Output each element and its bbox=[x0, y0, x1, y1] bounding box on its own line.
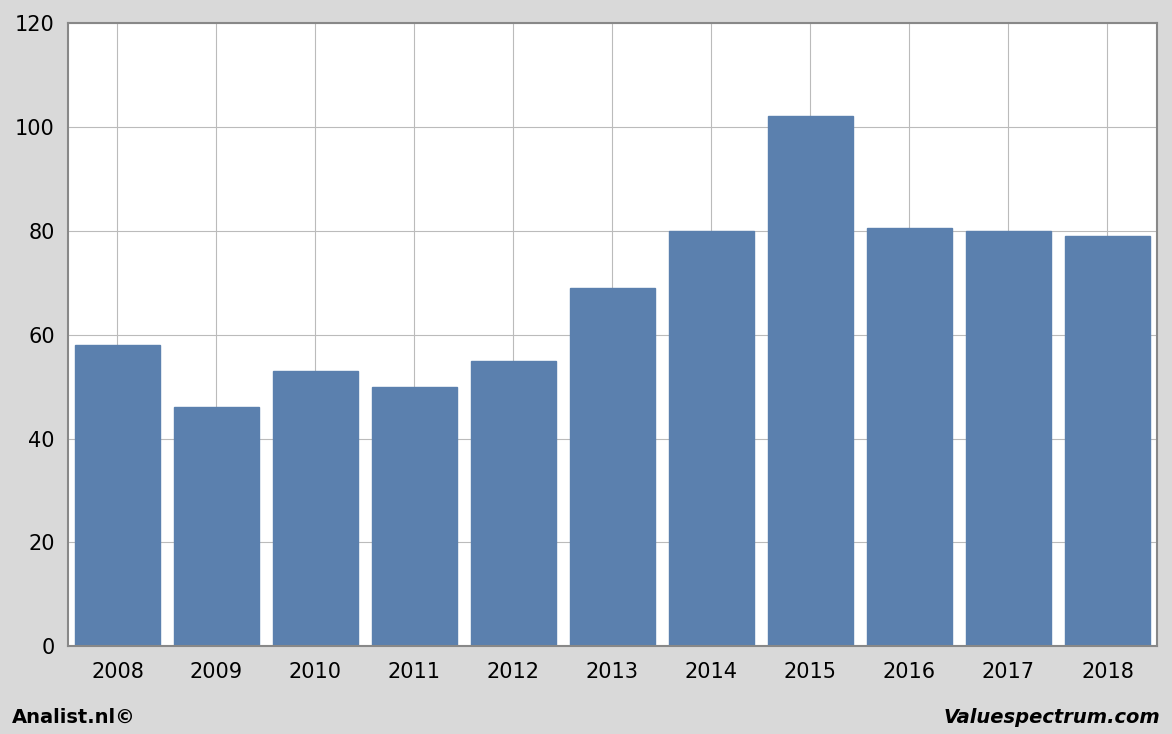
Text: Analist.nl©: Analist.nl© bbox=[12, 708, 136, 727]
Bar bbox=[471, 360, 556, 647]
Bar bbox=[669, 230, 754, 647]
Bar bbox=[75, 345, 159, 647]
Bar bbox=[571, 288, 654, 647]
Bar bbox=[867, 228, 952, 647]
Bar bbox=[1065, 236, 1150, 647]
Bar bbox=[175, 407, 259, 647]
Bar bbox=[373, 387, 457, 647]
Bar bbox=[967, 230, 1050, 647]
Bar bbox=[273, 371, 357, 647]
Text: Valuespectrum.com: Valuespectrum.com bbox=[943, 708, 1160, 727]
Bar bbox=[769, 117, 852, 647]
